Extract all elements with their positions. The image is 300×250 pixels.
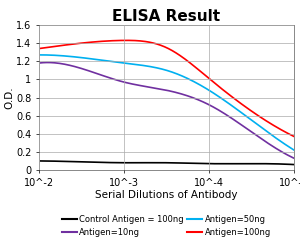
Y-axis label: O.D.: O.D. [4, 86, 15, 109]
X-axis label: Serial Dilutions of Antibody: Serial Dilutions of Antibody [95, 190, 238, 200]
Title: ELISA Result: ELISA Result [112, 9, 220, 24]
Legend: Control Antigen = 100ng, Antigen=10ng, Antigen=50ng, Antigen=100ng: Control Antigen = 100ng, Antigen=10ng, A… [62, 215, 271, 237]
